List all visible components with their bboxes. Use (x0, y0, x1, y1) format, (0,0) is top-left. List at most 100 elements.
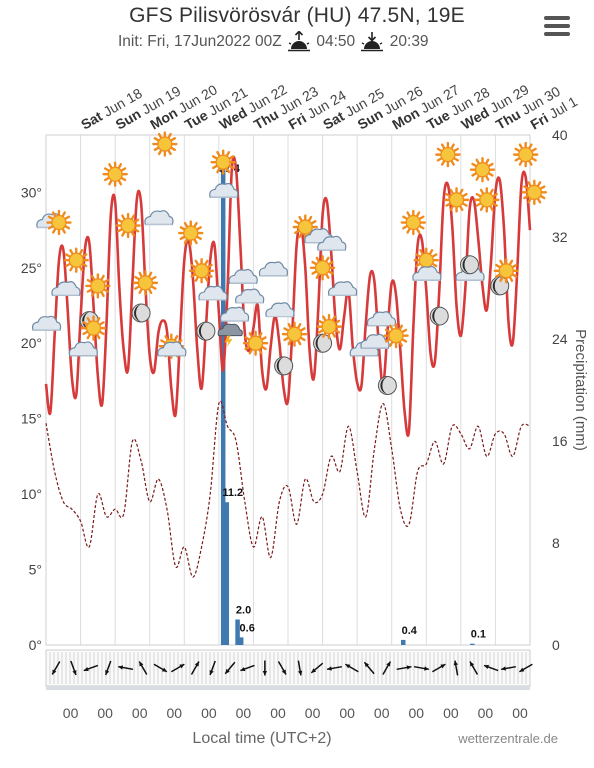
cloud-shape (317, 235, 347, 251)
temp-tick-label: 0° (29, 637, 42, 653)
sun-disc (247, 335, 264, 351)
sun-ray (78, 249, 84, 256)
moon-icon (313, 333, 333, 353)
wind-arrowhead (179, 664, 185, 669)
moon-icon (429, 306, 449, 326)
sun-ray (228, 164, 235, 170)
sun-ray (415, 253, 422, 258)
cloud-icon (144, 210, 174, 226)
sun-ray (169, 146, 176, 152)
moon-shade (315, 334, 325, 353)
sun-ray (322, 331, 327, 338)
sun-disc (85, 320, 102, 336)
time-tick-label: 00 (63, 705, 79, 721)
sun-icon (210, 149, 236, 175)
sun-ray (157, 132, 163, 140)
cloud-shape (198, 285, 228, 301)
sun-icon (383, 322, 409, 349)
sun-icon (316, 313, 342, 340)
sunset-time: 20:39 (389, 33, 429, 50)
wind-arrowhead (311, 668, 317, 673)
sun-ray (539, 194, 546, 200)
sun-ray (315, 272, 321, 279)
sun-icon (292, 214, 318, 240)
sun-ray (499, 275, 504, 282)
sun-ray (248, 332, 254, 339)
cloud-icon (317, 235, 347, 251)
cloud-icon (327, 281, 358, 297)
sun-ray (418, 215, 425, 221)
precip-tick-label: 24 (552, 331, 568, 347)
sun-icon (102, 161, 128, 187)
chart-title: GFS Pilisvörösvár (HU) 47.5N, 19E (129, 4, 465, 27)
sun-ray (203, 259, 209, 266)
sun-ray (511, 263, 518, 269)
moon-shade (380, 376, 390, 395)
sun-ray (536, 181, 542, 188)
moon-icon (377, 375, 397, 395)
storm-cloud (217, 323, 243, 337)
hamburger-menu-icon[interactable] (544, 16, 570, 36)
sun-ray (153, 137, 160, 142)
sun-ray (487, 162, 494, 168)
sun-ray (132, 227, 140, 233)
sun-ray (333, 319, 341, 325)
sun-ray (116, 227, 124, 233)
sun-icon (493, 258, 519, 284)
sun-ray (440, 159, 446, 166)
sun-disc (418, 252, 434, 268)
time-tick-label: 00 (443, 705, 459, 721)
cloud-shape (366, 311, 397, 327)
sun-ray (117, 179, 123, 186)
sun-ray (475, 158, 481, 165)
precip-label: 0.1 (471, 629, 486, 641)
precip-bar (400, 639, 406, 645)
credit-link[interactable]: wetterzentrale.de (458, 731, 558, 746)
sun-ray (102, 288, 110, 293)
sun-icon (80, 315, 107, 341)
cloud-shape (327, 281, 358, 297)
sun-ray (471, 162, 478, 168)
cloud-icon (68, 341, 98, 357)
dewpoint-line (45, 400, 531, 578)
sun-ray (458, 204, 464, 212)
cloud-shape (228, 268, 258, 284)
sun-disc (286, 326, 303, 342)
sun-ray (61, 227, 66, 234)
sun-disc (157, 136, 173, 152)
sun-ray (333, 328, 341, 334)
sun-ray (100, 274, 105, 282)
sun-icon (46, 209, 72, 236)
cloud-icon (412, 265, 442, 281)
sun-ray (134, 285, 141, 290)
sun-ray (491, 202, 498, 207)
sun-ray (167, 132, 172, 140)
sun-ray (86, 316, 92, 324)
sun-ray (431, 253, 438, 258)
sun-ray (117, 163, 123, 170)
sun-ray (484, 174, 490, 181)
precip-bar (238, 637, 244, 645)
wind-panel (45, 649, 533, 690)
sun-ray (150, 285, 157, 290)
sun-ray (514, 156, 521, 162)
cloud-icon (228, 268, 258, 284)
sun-ray (179, 226, 186, 231)
sun-ray (452, 156, 460, 162)
sun-ray (212, 164, 219, 170)
sun-ray (384, 328, 392, 334)
sun-ray (90, 274, 96, 282)
sun-ray (484, 158, 490, 165)
cloud-shape (265, 302, 295, 318)
moon-shade (276, 356, 286, 375)
sun-ray (461, 202, 468, 207)
sun-ray (65, 262, 72, 268)
sun-ray (147, 287, 153, 295)
sun-ray (475, 192, 482, 198)
sun-ray (475, 174, 481, 181)
sun-ray (452, 147, 460, 153)
wind-arrowhead (225, 668, 230, 674)
sun-ray (523, 194, 530, 200)
wind-baseline (46, 686, 530, 690)
sun-ray (523, 185, 530, 191)
